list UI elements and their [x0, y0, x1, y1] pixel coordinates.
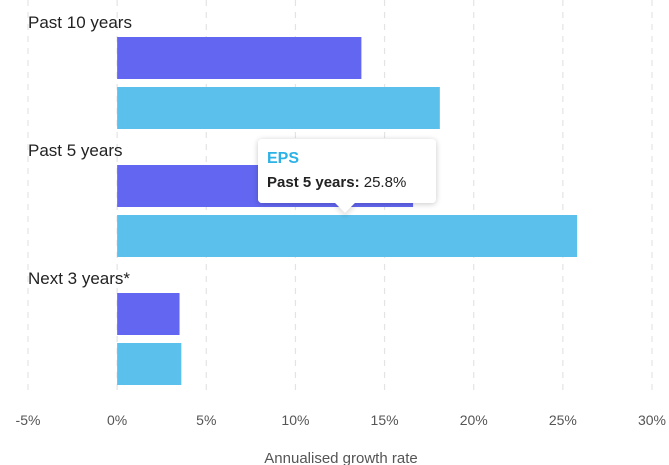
x-tick-label: 5% — [196, 412, 216, 428]
tooltip: EPS Past 5 years: 25.8% — [258, 139, 436, 213]
category-label: Next 3 years* — [28, 269, 130, 288]
bar[interactable] — [117, 215, 578, 257]
x-tick-label: 0% — [107, 412, 127, 428]
category-label: Past 10 years — [28, 13, 132, 32]
x-axis-title: Annualised growth rate — [264, 450, 417, 465]
category-labels: Past 10 years Past 5 years Next 3 years* — [28, 13, 132, 288]
x-tick-label: 25% — [549, 412, 577, 428]
tooltip-value: 25.8% — [363, 174, 407, 191]
bar[interactable] — [117, 87, 440, 129]
bar[interactable] — [117, 37, 362, 79]
bars — [117, 37, 578, 385]
tooltip-line: Past 5 years: 25.8% — [267, 172, 427, 194]
x-tick-label: 30% — [638, 412, 666, 428]
tooltip-label: Past 5 years: — [267, 174, 360, 191]
tooltip-series: EPS — [267, 150, 300, 167]
x-tick-label: 10% — [281, 412, 309, 428]
bar[interactable] — [117, 293, 180, 335]
x-tick-label: 20% — [460, 412, 488, 428]
category-label: Past 5 years — [28, 141, 123, 160]
x-tick-label: -5% — [16, 412, 41, 428]
x-tick-label: 15% — [371, 412, 399, 428]
x-tick-labels: -5% 0% 5% 10% 15% 20% 25% 30% — [16, 412, 666, 428]
bar[interactable] — [117, 343, 182, 385]
